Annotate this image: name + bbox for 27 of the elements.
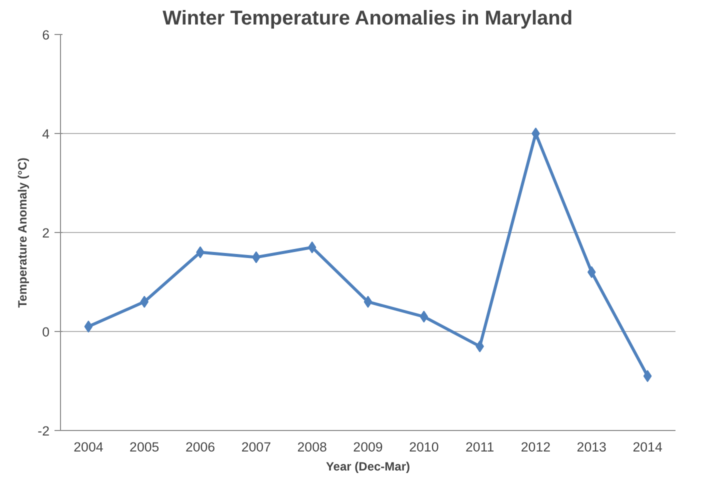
chart-title: Winter Temperature Anomalies in Maryland <box>162 8 573 30</box>
y-axis-title: Temperature Anomaly (°C) <box>16 158 30 308</box>
point <box>84 320 93 333</box>
x-tick-label: 2011 <box>465 440 494 454</box>
x-tick-label: 2004 <box>74 440 104 454</box>
point <box>587 266 596 278</box>
x-axis-title: Year (Dec-Mar) <box>326 460 410 474</box>
y-tick-label: 6 <box>42 28 50 42</box>
y-tick-label: 0 <box>42 324 50 340</box>
y-tick-label: 4 <box>42 126 50 142</box>
point <box>364 296 372 308</box>
x-tick-label: 2008 <box>297 440 327 454</box>
x-tick-label: 2007 <box>241 440 272 454</box>
x-tick-label: 2012 <box>520 440 551 454</box>
x-tick-label: 2009 <box>353 440 383 454</box>
y-tick-label: 2 <box>42 226 50 240</box>
x-tick-label: 2010 <box>409 440 439 454</box>
point <box>532 128 540 140</box>
y-tick-label: -2 <box>38 424 50 438</box>
point <box>308 241 316 254</box>
x-tick-label: 2005 <box>130 440 160 454</box>
x-tick-label: 2014 <box>632 440 663 454</box>
point <box>140 296 149 308</box>
x-tick-label: 2013 <box>576 440 606 454</box>
point <box>420 310 428 323</box>
x-tick-label: 2006 <box>185 440 216 454</box>
point <box>643 370 652 382</box>
